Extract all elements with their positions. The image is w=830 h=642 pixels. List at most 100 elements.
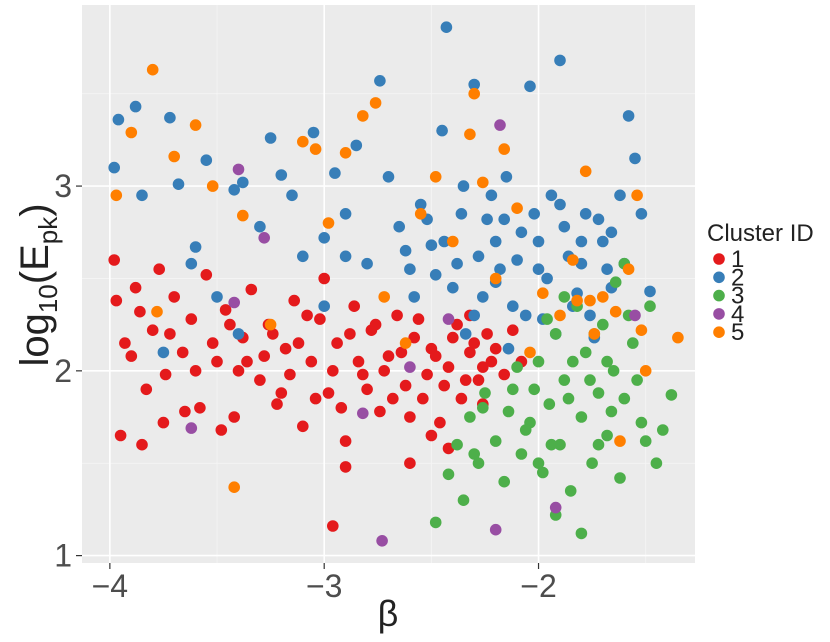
data-point bbox=[665, 389, 678, 401]
data-point bbox=[549, 328, 562, 340]
data-point bbox=[468, 87, 481, 100]
data-point bbox=[605, 405, 618, 418]
data-point bbox=[399, 244, 412, 257]
data-point bbox=[228, 184, 240, 196]
legend-key-1 bbox=[713, 253, 725, 265]
data-point bbox=[447, 281, 459, 294]
data-point bbox=[468, 448, 481, 460]
data-point bbox=[631, 374, 643, 386]
legend-label-1: 1 bbox=[731, 246, 744, 273]
data-point bbox=[206, 337, 219, 349]
data-point bbox=[627, 337, 639, 349]
data-point bbox=[579, 208, 592, 220]
data-point bbox=[451, 318, 463, 331]
data-point bbox=[318, 272, 331, 285]
data-point bbox=[387, 392, 399, 405]
data-point bbox=[481, 213, 493, 226]
data-point bbox=[672, 331, 684, 344]
data-point bbox=[232, 365, 245, 377]
data-point bbox=[489, 272, 502, 285]
series-4 bbox=[185, 119, 641, 547]
data-point bbox=[515, 226, 528, 239]
y-tick-label: 2 bbox=[54, 353, 72, 389]
data-point bbox=[339, 250, 352, 263]
data-point bbox=[215, 424, 228, 436]
data-point bbox=[329, 167, 341, 179]
data-point bbox=[597, 291, 609, 303]
y-axis-label-subscript: pk bbox=[33, 216, 63, 244]
data-point bbox=[429, 171, 442, 183]
data-point bbox=[393, 220, 406, 233]
data-point bbox=[172, 178, 185, 190]
data-point bbox=[650, 457, 663, 470]
data-point bbox=[110, 189, 123, 202]
y-axis-label-base: 10 bbox=[33, 284, 63, 313]
data-point bbox=[153, 263, 165, 276]
data-point bbox=[125, 350, 138, 362]
data-point bbox=[378, 291, 391, 303]
data-point bbox=[134, 305, 146, 318]
data-point bbox=[352, 355, 365, 368]
data-point bbox=[511, 361, 523, 373]
data-point bbox=[468, 78, 481, 91]
data-point bbox=[264, 132, 277, 144]
data-point bbox=[472, 250, 485, 263]
data-point bbox=[502, 342, 515, 355]
legend-title: Cluster ID bbox=[707, 220, 814, 247]
data-point bbox=[185, 313, 198, 325]
data-point bbox=[644, 300, 656, 313]
data-point bbox=[579, 165, 592, 178]
series-5 bbox=[110, 63, 684, 494]
data-point bbox=[376, 535, 388, 547]
data-point bbox=[489, 435, 502, 447]
data-points bbox=[108, 21, 684, 547]
series-1 bbox=[108, 254, 528, 532]
data-point bbox=[464, 411, 476, 423]
data-point bbox=[417, 392, 429, 405]
data-point bbox=[279, 342, 292, 355]
data-point bbox=[558, 291, 571, 303]
data-point bbox=[481, 328, 493, 340]
data-point bbox=[408, 291, 421, 303]
y-axis: 1 2 3 bbox=[54, 168, 82, 574]
data-point bbox=[275, 169, 288, 181]
data-point bbox=[412, 313, 425, 325]
data-point bbox=[382, 350, 395, 362]
data-point bbox=[447, 331, 459, 344]
data-point bbox=[284, 368, 296, 381]
data-point bbox=[108, 254, 120, 266]
data-point bbox=[586, 457, 598, 470]
data-point bbox=[614, 189, 626, 202]
data-point bbox=[219, 304, 232, 316]
data-point bbox=[110, 294, 123, 307]
data-point bbox=[592, 438, 605, 451]
data-point bbox=[211, 355, 223, 368]
data-point bbox=[554, 198, 566, 211]
data-point bbox=[502, 405, 515, 418]
data-point bbox=[657, 424, 669, 436]
data-point bbox=[635, 208, 648, 220]
data-point bbox=[554, 54, 566, 67]
minor-gridlines bbox=[82, 5, 695, 563]
data-point bbox=[485, 355, 498, 368]
data-point bbox=[575, 411, 588, 423]
data-point bbox=[554, 438, 566, 451]
data-point bbox=[601, 263, 613, 276]
data-point bbox=[258, 232, 271, 244]
data-point bbox=[494, 119, 506, 131]
data-point bbox=[528, 208, 540, 220]
data-point bbox=[275, 387, 288, 399]
data-point bbox=[369, 97, 382, 109]
data-point bbox=[477, 176, 489, 189]
data-point bbox=[567, 254, 579, 266]
data-point bbox=[399, 337, 412, 349]
x-axis-label: β bbox=[378, 593, 399, 634]
data-point bbox=[421, 368, 433, 381]
data-point bbox=[357, 110, 369, 122]
data-point bbox=[498, 368, 511, 381]
data-point bbox=[185, 257, 198, 270]
data-point bbox=[271, 398, 283, 410]
data-point bbox=[339, 461, 352, 473]
data-point bbox=[157, 346, 170, 359]
data-point bbox=[414, 208, 427, 220]
